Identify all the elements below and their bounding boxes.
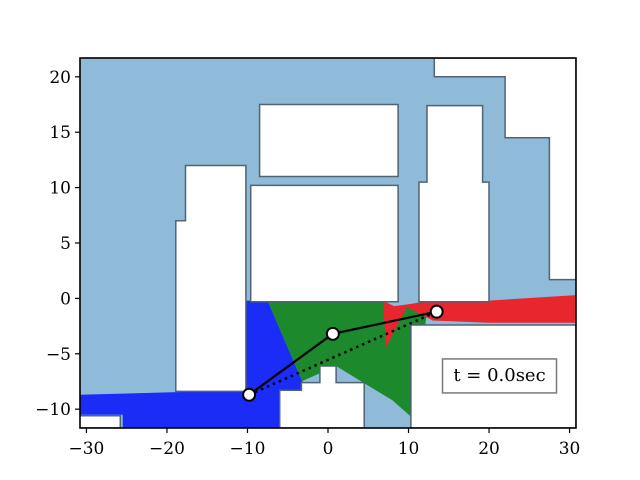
joint-marker-0 <box>242 387 257 402</box>
obstacle-5 <box>278 365 365 428</box>
obstacle-3 <box>175 164 247 393</box>
time-annotation: t = 0.0sec <box>441 358 558 394</box>
time-label: t = 0.0sec <box>453 365 545 386</box>
y-tick-label: −5 <box>46 345 71 365</box>
obstacle-4 <box>433 58 576 281</box>
obstacle-0 <box>258 103 399 178</box>
obstacle-2 <box>418 104 490 303</box>
x-tick-label: 10 <box>398 439 420 459</box>
y-axis: −10 −5 0 5 10 15 20 <box>35 68 80 420</box>
x-axis: −30 −20 −10 0 10 20 30 <box>68 428 580 459</box>
y-tick-label: 15 <box>49 123 71 143</box>
obstacle-1 <box>249 184 399 303</box>
x-tick-label: −20 <box>149 439 185 459</box>
y-tick-label: 10 <box>49 179 71 199</box>
x-tick-label: 20 <box>478 439 500 459</box>
y-tick-label: 20 <box>49 68 71 88</box>
plot-area <box>80 58 576 428</box>
y-tick-label: 5 <box>60 234 71 254</box>
dotted-line <box>248 310 438 396</box>
x-tick-label: 30 <box>559 439 581 459</box>
y-tick-label: −10 <box>35 400 71 420</box>
joint-marker-2 <box>429 304 444 319</box>
x-tick-label: −30 <box>68 439 104 459</box>
annotation-box <box>441 358 558 394</box>
y-tick-label: 0 <box>60 289 71 309</box>
x-tick-label: 0 <box>323 439 334 459</box>
joint-marker-1 <box>325 326 340 341</box>
x-tick-label: −10 <box>230 439 266 459</box>
obstacle-7 <box>80 415 122 428</box>
